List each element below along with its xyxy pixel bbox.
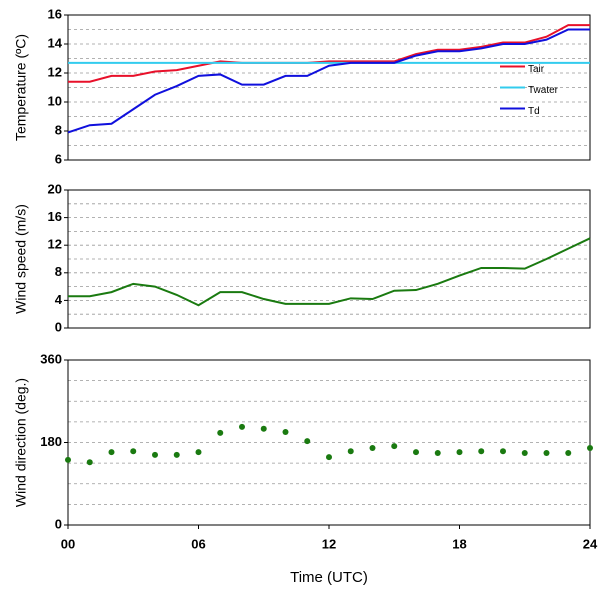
x-tick-label: 00 <box>61 536 75 551</box>
y-tick-label: 14 <box>48 35 63 50</box>
data-point <box>65 456 71 463</box>
y-tick-label: 12 <box>48 64 62 79</box>
y-tick-label: 6 <box>55 151 62 166</box>
data-point <box>326 454 332 461</box>
data-point <box>282 428 289 435</box>
plot-frame <box>67 189 591 329</box>
data-point <box>130 448 137 455</box>
data-point <box>260 425 267 432</box>
data-point <box>195 449 202 456</box>
data-point <box>304 438 311 445</box>
data-point <box>391 443 398 450</box>
y-tick-label: 8 <box>55 264 62 279</box>
plot-frame <box>67 14 591 161</box>
data-point <box>217 429 224 436</box>
data-point <box>434 450 441 457</box>
x-tick-label: 18 <box>452 536 466 551</box>
y-tick-label: 10 <box>48 93 62 108</box>
y-tick-label: 4 <box>55 292 63 307</box>
data-point <box>369 445 376 451</box>
y-tick-label: 20 <box>48 181 62 196</box>
y-axis-title: Wind direction (deg.) <box>13 378 29 507</box>
data-point <box>587 445 593 451</box>
data-line <box>68 237 591 307</box>
data-point <box>543 450 550 457</box>
data-point <box>239 423 245 430</box>
y-tick-label: 360 <box>40 351 62 366</box>
data-point <box>565 450 572 457</box>
data-line <box>67 28 590 134</box>
y-tick-label: 16 <box>48 6 62 21</box>
data-point <box>347 448 354 455</box>
y-axis-title: Wind speed (m/s) <box>13 204 29 314</box>
legend-label: Tair <box>528 64 545 75</box>
data-point <box>173 451 180 458</box>
y-tick-label: 0 <box>55 516 62 531</box>
legend-label: Td <box>528 106 540 117</box>
x-tick-label: 06 <box>191 536 205 551</box>
y-tick-label: 0 <box>55 319 62 334</box>
x-axis-title: Time (UTC) <box>290 569 368 586</box>
y-tick-label: 180 <box>40 434 62 449</box>
data-point <box>108 449 115 456</box>
data-point <box>456 449 463 456</box>
x-tick-label: 24 <box>583 536 598 551</box>
data-point <box>413 449 419 456</box>
y-tick-label: 12 <box>48 237 62 252</box>
data-point <box>521 450 528 457</box>
y-tick-label: 16 <box>48 209 62 224</box>
data-point <box>86 459 93 466</box>
data-point <box>500 448 506 455</box>
y-tick-label: 8 <box>55 122 62 137</box>
data-point <box>478 448 485 455</box>
data-line <box>68 24 590 83</box>
legend-label: Twater <box>528 85 559 96</box>
y-axis-title: Temperature (ºC) <box>13 34 29 141</box>
data-point <box>152 451 158 458</box>
x-tick-label: 12 <box>322 536 336 551</box>
